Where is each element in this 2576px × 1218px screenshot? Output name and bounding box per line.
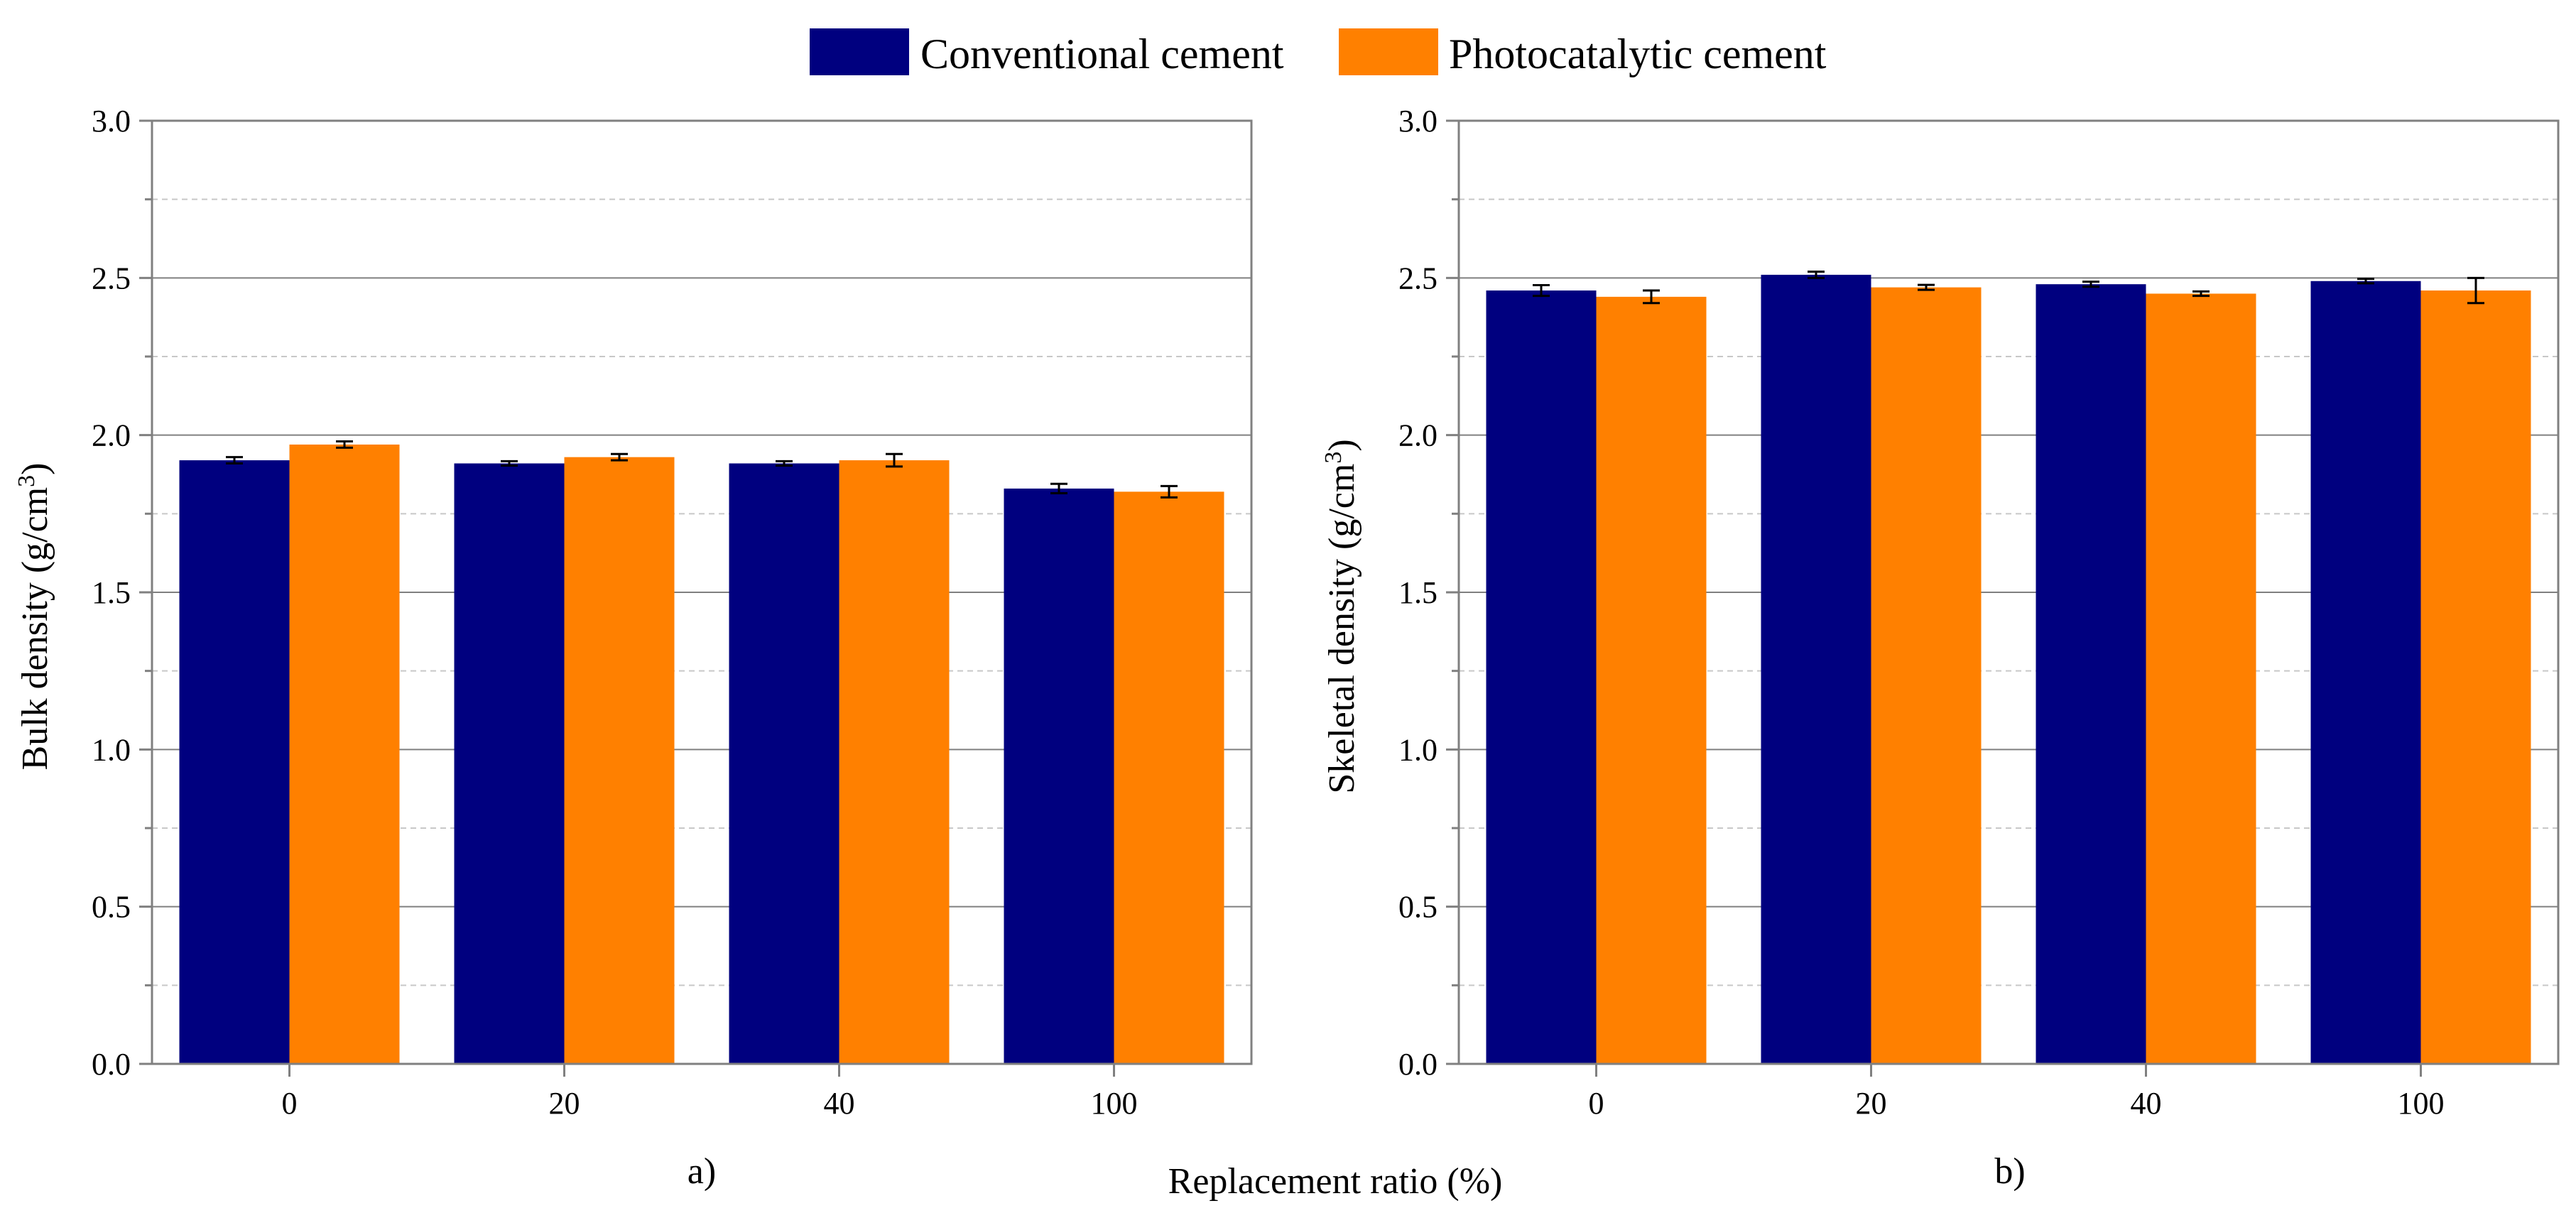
panel-label-a: a) [688, 1151, 716, 1192]
y-tick-label-a: 0.0 [92, 1047, 131, 1082]
legend-label-conventional: Conventional cement [920, 31, 1284, 77]
bar-a-photocatalytic-40 [839, 460, 950, 1064]
x-tick-label-b: 100 [2398, 1086, 2445, 1121]
axes-a [139, 119, 1253, 1077]
bar-a-conventional-40 [729, 463, 839, 1064]
bar-b-conventional-20 [1761, 274, 1871, 1064]
x-axis-title: Replacement ratio (%) [1168, 1161, 1503, 1202]
y-tick-label-b: 1.5 [1398, 575, 1438, 610]
y-tick-label-a: 1.5 [92, 575, 131, 610]
y-tick-labels-b: 0.0 0.5 1.0 1.5 2.0 2.5 3.0 [1398, 104, 1438, 1082]
bar-a-photocatalytic-20 [564, 457, 675, 1064]
axes-b [1446, 119, 2560, 1077]
y-tick-label-a: 0.5 [92, 890, 131, 925]
legend: Conventional cement Photocatalytic cemen… [810, 28, 1827, 77]
bar-b-photocatalytic-20 [1871, 287, 1982, 1065]
plot-frame-b [1457, 119, 2560, 1065]
error-bars-b [1533, 270, 2484, 305]
chart-panel-b: 0.0 0.5 1.0 1.5 2.0 2.5 3.0 0 20 40 100 Skeletal … [1320, 104, 2560, 1192]
bar-a-photocatalytic-0 [289, 444, 400, 1064]
bar-a-conventional-20 [454, 463, 565, 1064]
y-tick-labels-a: 0.0 0.5 1.0 1.5 2.0 2.5 3.0 [92, 104, 131, 1082]
x-tick-label-b: 40 [2131, 1086, 2162, 1121]
bars-a [179, 444, 1224, 1064]
y-tick-label-a: 2.5 [92, 261, 131, 295]
bar-b-photocatalytic-0 [1596, 296, 1707, 1065]
bar-b-photocatalytic-40 [2146, 293, 2256, 1064]
legend-swatch-photocatalytic [1339, 28, 1438, 75]
y-tick-label-a: 3.0 [92, 104, 131, 138]
x-tick-label-a: 20 [549, 1086, 580, 1121]
bar-b-conventional-100 [2310, 281, 2421, 1064]
bar-a-photocatalytic-100 [1114, 491, 1224, 1064]
x-tick-label-a: 0 [282, 1086, 298, 1121]
bars-b [1486, 274, 2531, 1065]
y-tick-label-a: 2.0 [92, 418, 131, 453]
y-tick-label-b: 0.0 [1398, 1047, 1438, 1082]
y-tick-label-b: 2.0 [1398, 418, 1438, 453]
y-tick-label-a: 1.0 [92, 732, 131, 767]
bar-b-conventional-0 [1486, 290, 1597, 1064]
y-axis-title-b: Skeletal density (g/cm3) [1320, 439, 1363, 793]
x-tick-label-a: 40 [824, 1086, 855, 1121]
x-tick-labels-a: 0 20 40 100 [282, 1086, 1138, 1121]
y-tick-label-b: 0.5 [1398, 890, 1438, 925]
bar-b-photocatalytic-100 [2420, 290, 2531, 1064]
x-tick-label-a: 100 [1091, 1086, 1138, 1121]
bar-b-conventional-40 [2036, 284, 2146, 1065]
y-tick-label-b: 1.0 [1398, 732, 1438, 767]
x-tick-labels-b: 0 20 40 100 [1589, 1086, 2445, 1121]
x-tick-label-b: 0 [1589, 1086, 1604, 1121]
chart-panel-a: 0.0 0.5 1.0 1.5 2.0 2.5 3.0 0 20 40 100 Bulk dens… [13, 104, 1253, 1192]
plot-frame-a [151, 119, 1253, 1065]
x-tick-label-b: 20 [1856, 1086, 1887, 1121]
y-tick-label-b: 3.0 [1398, 104, 1438, 138]
y-tick-label-b: 2.5 [1398, 261, 1438, 295]
panel-label-b: b) [1994, 1151, 2025, 1192]
bar-a-conventional-0 [179, 460, 290, 1064]
y-axis-title-a: Bulk density (g/cm3) [13, 463, 56, 771]
legend-swatch-conventional [810, 28, 909, 75]
error-bars-a [226, 440, 1178, 499]
bar-a-conventional-100 [1004, 488, 1114, 1064]
legend-label-photocatalytic: Photocatalytic cement [1449, 31, 1827, 77]
